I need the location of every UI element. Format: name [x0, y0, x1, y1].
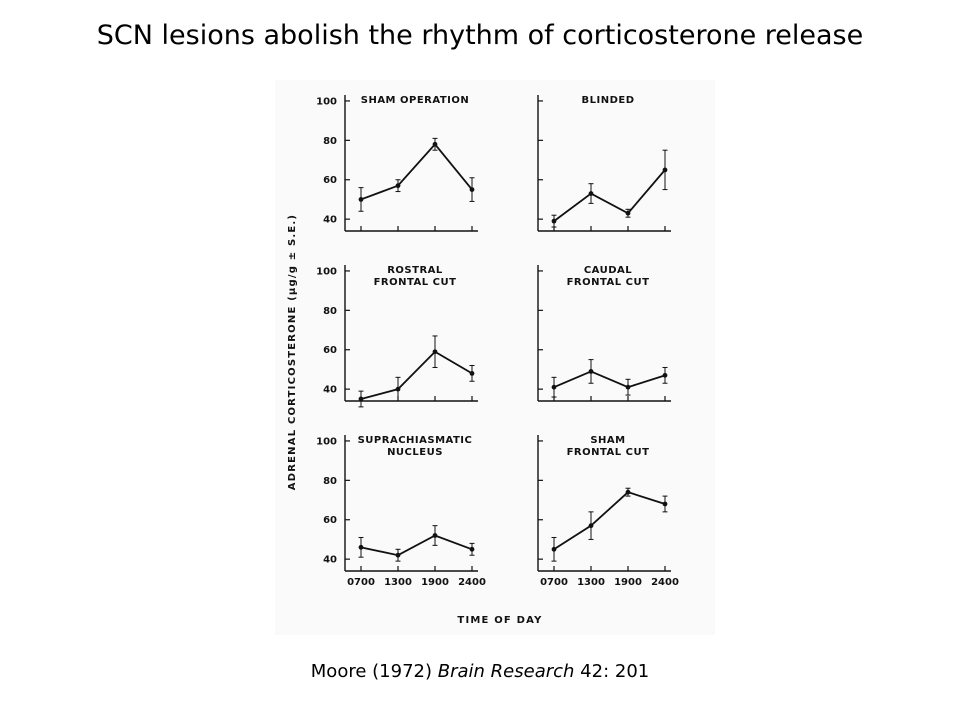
slide-title: SCN lesions abolish the rhythm of cortic…: [96, 20, 864, 51]
panel-6-data-point: [625, 489, 631, 495]
panel-5-y-tick-label: 60: [323, 515, 337, 526]
panel-6-x-tick-label: 0700: [540, 577, 568, 588]
panel-4-data-point: [551, 384, 557, 390]
panel-3-title-line: ROSTRAL: [387, 265, 443, 276]
y-axis-label: ADRENAL CORTICOSTERONE (μg/g ± S.E.): [287, 214, 298, 490]
panel-3-y-tick-label: 40: [323, 385, 337, 396]
panel-5-title-line: SUPRACHIASMATIC: [358, 435, 473, 446]
panel-2-data-point: [551, 218, 557, 224]
panel-3-y-tick-label: 80: [323, 306, 337, 317]
panel-5-y-tick-label: 80: [323, 476, 337, 487]
panel-3-y-tick-label: 100: [316, 266, 337, 277]
panel-4-data-point: [625, 384, 631, 390]
panel-5-y-tick-label: 100: [316, 436, 337, 447]
panel-3-data-point: [358, 396, 364, 402]
panel-6-title-line: SHAM: [590, 435, 625, 446]
panel-5-x-tick-label: 0700: [347, 577, 375, 588]
citation-authors: Moore: [310, 661, 367, 682]
panel-6-series-line: [553, 491, 666, 551]
panel-4-data-point: [662, 372, 668, 378]
panel-6-x-tick-label: 2400: [651, 577, 679, 588]
panel-2-title-line: BLINDED: [581, 95, 634, 106]
panel-1-data-point: [432, 141, 438, 147]
panel-5-x-tick-label: 2400: [458, 577, 486, 588]
panel-5-x-tick-label: 1300: [384, 577, 412, 588]
panel-5-y-tick-label: 40: [323, 555, 337, 566]
panel-5-title-line: NUCLEUS: [387, 447, 443, 458]
panel-1-y-tick-label: 60: [323, 175, 337, 186]
panel-6-title-line: FRONTAL CUT: [567, 447, 650, 458]
panel-3-data-point: [432, 349, 438, 355]
panel-2-data-point: [662, 167, 668, 173]
chart-svg: 40 60 80 100 SHAM OPERATION BLINDED 40 60 80 100 R…: [287, 95, 679, 626]
panel-3-series-line: [360, 350, 473, 400]
citation: Moore (1972) Brain Research 42: 201: [0, 661, 960, 682]
panel-1-data-point: [469, 187, 475, 192]
panel-4-data-point: [588, 369, 594, 374]
panel-2-series-line: [553, 169, 666, 222]
panel-1-title-line: SHAM OPERATION: [361, 95, 469, 106]
panel-4-series-line: [553, 370, 666, 389]
panel-1-data-point: [358, 197, 364, 202]
panel-5-x-tick-label: 1900: [421, 577, 449, 588]
panel-5-data-point: [395, 552, 401, 558]
panel-1-y-tick-label: 40: [323, 215, 337, 226]
panel-1-series-line: [360, 142, 473, 201]
panel-1-y-tick-label: 100: [316, 96, 337, 107]
panel-2-data-point: [625, 210, 631, 216]
panel-2-data-point: [588, 191, 594, 196]
citation-year: (1972): [372, 661, 433, 682]
panel-5-data-point: [469, 546, 475, 552]
panel-3-title-line: FRONTAL CUT: [374, 277, 457, 288]
panel-3-data-point: [469, 370, 475, 376]
panel-4-title-line: CAUDAL: [584, 265, 632, 276]
citation-journal: Brain Research: [437, 661, 575, 682]
panel-3-y-tick-label: 60: [323, 345, 337, 356]
panel-1-data-point: [395, 183, 401, 189]
panel-1-y-tick-label: 80: [323, 136, 337, 147]
panel-6-x-tick-label: 1900: [614, 577, 642, 588]
panel-5-data-point: [432, 533, 438, 538]
panel-6-x-tick-label: 1300: [577, 577, 605, 588]
citation-volume-pages: 42: 201: [580, 661, 650, 682]
corticosterone-figure: 40 60 80 100 SHAM OPERATION BLINDED 40 60 80 100 R…: [275, 80, 715, 635]
panel-5-series-line: [360, 534, 473, 557]
panel-6-data-point: [662, 501, 668, 507]
x-axis-label: TIME OF DAY: [457, 615, 542, 626]
panel-6-data-point: [588, 523, 594, 529]
panel-3-data-point: [395, 386, 401, 392]
panel-5-data-point: [358, 544, 364, 550]
panel-4-title-line: FRONTAL CUT: [567, 277, 650, 288]
panel-6-data-point: [551, 546, 557, 552]
